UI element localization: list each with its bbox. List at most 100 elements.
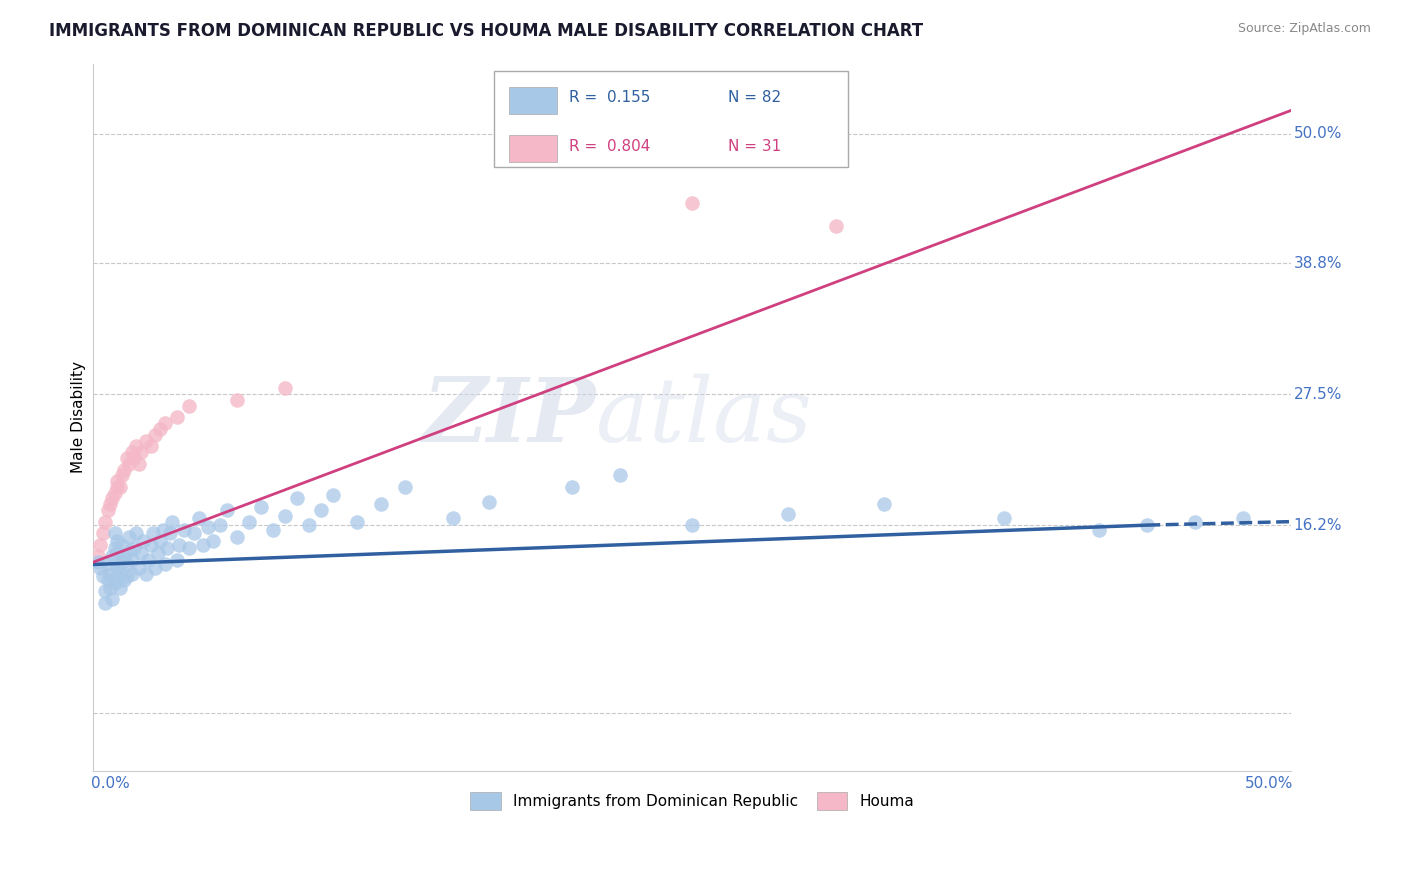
Point [121,553,143,567]
Point [122,450,145,465]
Point [309,503,332,517]
Point [89,561,111,575]
Point [681,518,703,533]
Point [149,422,172,436]
FancyBboxPatch shape [495,71,848,167]
Point [139,439,162,453]
Point [125,439,148,453]
Point [162,515,184,529]
Text: 38.8%: 38.8% [1294,256,1341,271]
Point [477,495,499,509]
Point [346,515,368,529]
Point [115,558,138,572]
Point [91,526,114,541]
Point [136,553,159,567]
Point [105,480,128,494]
Point [146,546,169,560]
Point [105,474,128,488]
Point [197,520,219,534]
Point [441,511,464,525]
Point [873,497,896,511]
Text: 27.5%: 27.5% [1294,387,1341,401]
Point [98,497,121,511]
Legend: Immigrants from Dominican Republic, Houma: Immigrants from Dominican Republic, Houm… [464,786,920,816]
Point [111,555,134,569]
Point [94,584,117,599]
Text: R =  0.155: R = 0.155 [569,90,650,105]
Point [118,457,141,471]
Point [177,399,200,413]
Point [105,561,128,575]
Point [87,549,110,564]
Point [153,558,176,572]
Point [104,541,127,556]
Point [993,511,1015,525]
Point [132,534,155,549]
Point [149,534,172,549]
Point [298,518,321,533]
Text: Source: ZipAtlas.com: Source: ZipAtlas.com [1237,22,1371,36]
Text: 16.2%: 16.2% [1294,517,1341,533]
Point [250,500,273,514]
Point [193,538,215,552]
Point [129,546,152,560]
Text: 0.0%: 0.0% [91,776,129,791]
Point [135,566,157,581]
Point [274,508,297,523]
Point [111,538,134,552]
Text: IMMIGRANTS FROM DOMINICAN REPUBLIC VS HOUMA MALE DISABILITY CORRELATION CHART: IMMIGRANTS FROM DOMINICAN REPUBLIC VS HO… [49,22,924,40]
Point [91,569,114,583]
Point [1232,511,1254,525]
Point [1136,518,1159,533]
Point [166,410,188,425]
Text: 50.0%: 50.0% [1294,126,1341,141]
Point [128,561,150,575]
Point [370,497,392,511]
Point [118,530,141,544]
Text: R =  0.804: R = 0.804 [569,138,650,153]
Point [209,518,232,533]
Point [159,526,181,541]
Point [115,450,138,465]
Point [104,485,127,500]
Point [108,480,131,494]
Point [121,445,143,459]
Point [121,566,143,581]
Point [129,445,152,459]
Text: N = 82: N = 82 [728,90,782,105]
Point [226,392,249,407]
Point [112,549,135,564]
Point [98,581,121,595]
Text: N = 31: N = 31 [728,138,782,153]
Point [274,381,297,395]
Point [177,541,200,556]
Point [139,538,162,552]
Point [101,592,124,607]
Point [394,480,416,494]
Point [105,546,128,560]
Point [111,468,134,483]
Point [238,515,260,529]
Text: atlas: atlas [596,374,813,461]
Point [226,530,249,544]
Point [128,457,150,471]
Point [187,511,209,525]
Point [108,565,131,579]
Point [1184,515,1206,529]
Point [105,534,128,549]
Text: ZIP: ZIP [423,374,596,460]
Point [89,538,111,552]
Point [87,555,110,569]
FancyBboxPatch shape [509,135,557,161]
Point [561,480,583,494]
Point [104,526,127,541]
Point [825,219,848,234]
Point [322,488,344,502]
Point [105,569,128,583]
Point [118,543,141,558]
Point [609,468,631,483]
Point [166,553,188,567]
Point [101,491,124,506]
Point [97,503,120,517]
Point [156,541,179,556]
